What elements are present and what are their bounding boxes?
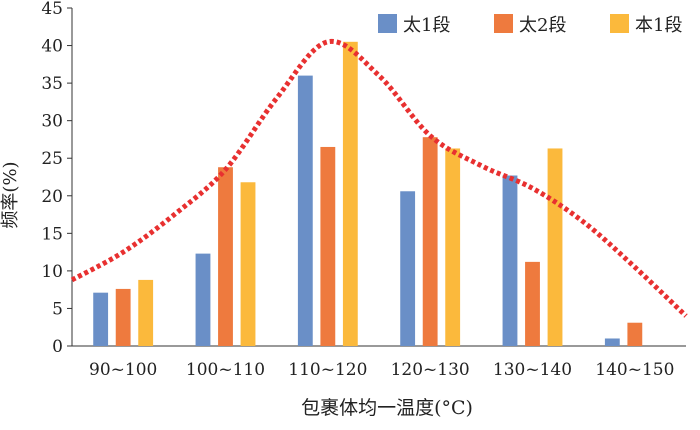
legend-label: 太1段 (403, 15, 450, 36)
bar (547, 148, 563, 346)
bar (627, 322, 643, 346)
bars (93, 41, 643, 347)
bar (422, 137, 438, 346)
legend-swatch (378, 14, 397, 33)
x-axis-label: 包裹体均一温度(°C) (301, 397, 473, 419)
bar (218, 167, 233, 346)
legend: 太1段 太2段 本1段 (378, 14, 682, 36)
bar (115, 288, 131, 346)
y-tick-label: 40 (41, 37, 63, 57)
bar (604, 338, 620, 346)
y-tick-label: 30 (41, 112, 63, 132)
y-tick-label: 0 (52, 337, 63, 357)
trend-curve-group (70, 38, 688, 318)
bar (445, 148, 461, 346)
bar (320, 146, 336, 346)
bar (342, 41, 358, 347)
x-tick-label: 90~100 (89, 360, 157, 380)
bar (400, 191, 416, 346)
legend-swatch (610, 14, 629, 33)
axes: 0 5 10 15 20 25 30 35 40 45 90~100 100~110 110~120 12… (41, 0, 686, 380)
legend-swatch (494, 14, 513, 33)
bar (93, 292, 109, 346)
y-tick-label: 20 (41, 187, 63, 207)
bar (502, 175, 518, 346)
trend-curve (70, 38, 688, 318)
bar (525, 261, 540, 346)
y-tick-label: 10 (41, 262, 63, 282)
x-tick-label: 120~130 (391, 360, 470, 380)
y-tick-label: 35 (41, 74, 63, 94)
x-tick-label: 130~140 (493, 360, 572, 380)
y-axis-label: 频率(%) (0, 161, 21, 228)
x-tick-label: 100~110 (186, 360, 265, 380)
bar (240, 182, 256, 346)
y-tick-label: 25 (41, 149, 63, 169)
legend-label: 本1段 (635, 15, 682, 36)
x-tick-label: 110~120 (288, 360, 367, 380)
bar (195, 253, 211, 346)
x-tick-label: 140~150 (595, 360, 674, 380)
y-tick-label: 45 (41, 0, 63, 19)
bar (297, 75, 313, 346)
legend-label: 太2段 (519, 15, 566, 36)
y-tick-label: 15 (41, 224, 63, 244)
y-tick-label: 5 (52, 299, 63, 319)
bar (138, 279, 154, 346)
